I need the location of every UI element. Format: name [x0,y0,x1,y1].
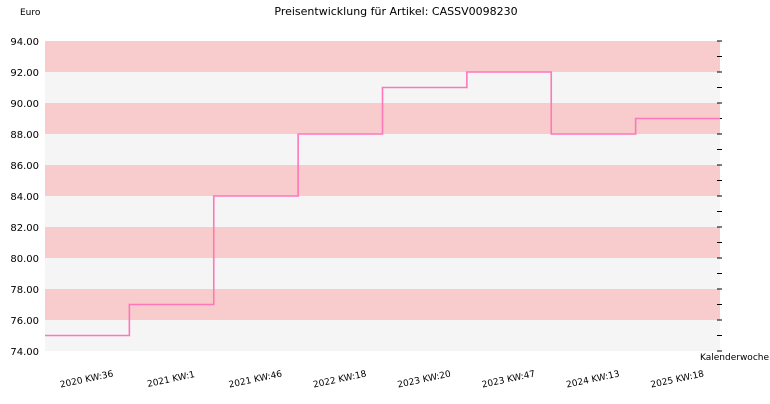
background-band [45,165,720,196]
background-band [45,196,720,227]
y-tick-label: 84.00 [10,192,39,203]
background-band [45,258,720,289]
x-tick-label: 2021 KW:46 [228,369,283,390]
y-tick-label: 76.00 [10,316,39,327]
price-step-line [45,71,720,337]
series-group [45,71,720,337]
y-tick-label: 92.00 [10,68,39,79]
background-band [45,227,720,258]
right-tick-marks [717,40,722,352]
background-band [45,320,720,351]
y-tick-label: 78.00 [10,285,39,296]
y-axis: 74.00 76.00 78.00 80.00 82.00 84.00 86.00 88.00… [10,37,39,358]
x-tick-label: 2023 KW:20 [397,369,452,390]
y-tick-label: 74.00 [10,347,39,358]
x-axis: 2020 KW:36 2021 KW:1 2021 KW:46 2022 KW:18 2… [59,369,705,390]
y-tick-label: 94.00 [10,37,39,48]
background-band [45,41,720,72]
y-tick-label: 86.00 [10,161,39,172]
y-tick-label: 88.00 [10,130,39,141]
y-tick-label: 90.00 [10,99,39,110]
chart-title: Preisentwicklung für Artikel: CASSV00982… [274,5,517,18]
x-tick-label: 2025 KW:18 [650,369,705,390]
x-tick-label: 2021 KW:1 [146,370,196,390]
x-tick-label: 2024 KW:13 [565,370,620,391]
x-tick-label: 2023 KW:47 [481,370,536,391]
y-tick-label: 82.00 [10,223,39,234]
x-tick-label: 2020 KW:36 [59,369,114,390]
x-tick-label: 2022 KW:18 [312,369,367,390]
background-band [45,134,720,165]
y-axis-label: Euro [20,8,41,18]
y-tick-label: 80.00 [10,254,39,265]
x-axis-label: Kalenderwoche [700,353,769,363]
